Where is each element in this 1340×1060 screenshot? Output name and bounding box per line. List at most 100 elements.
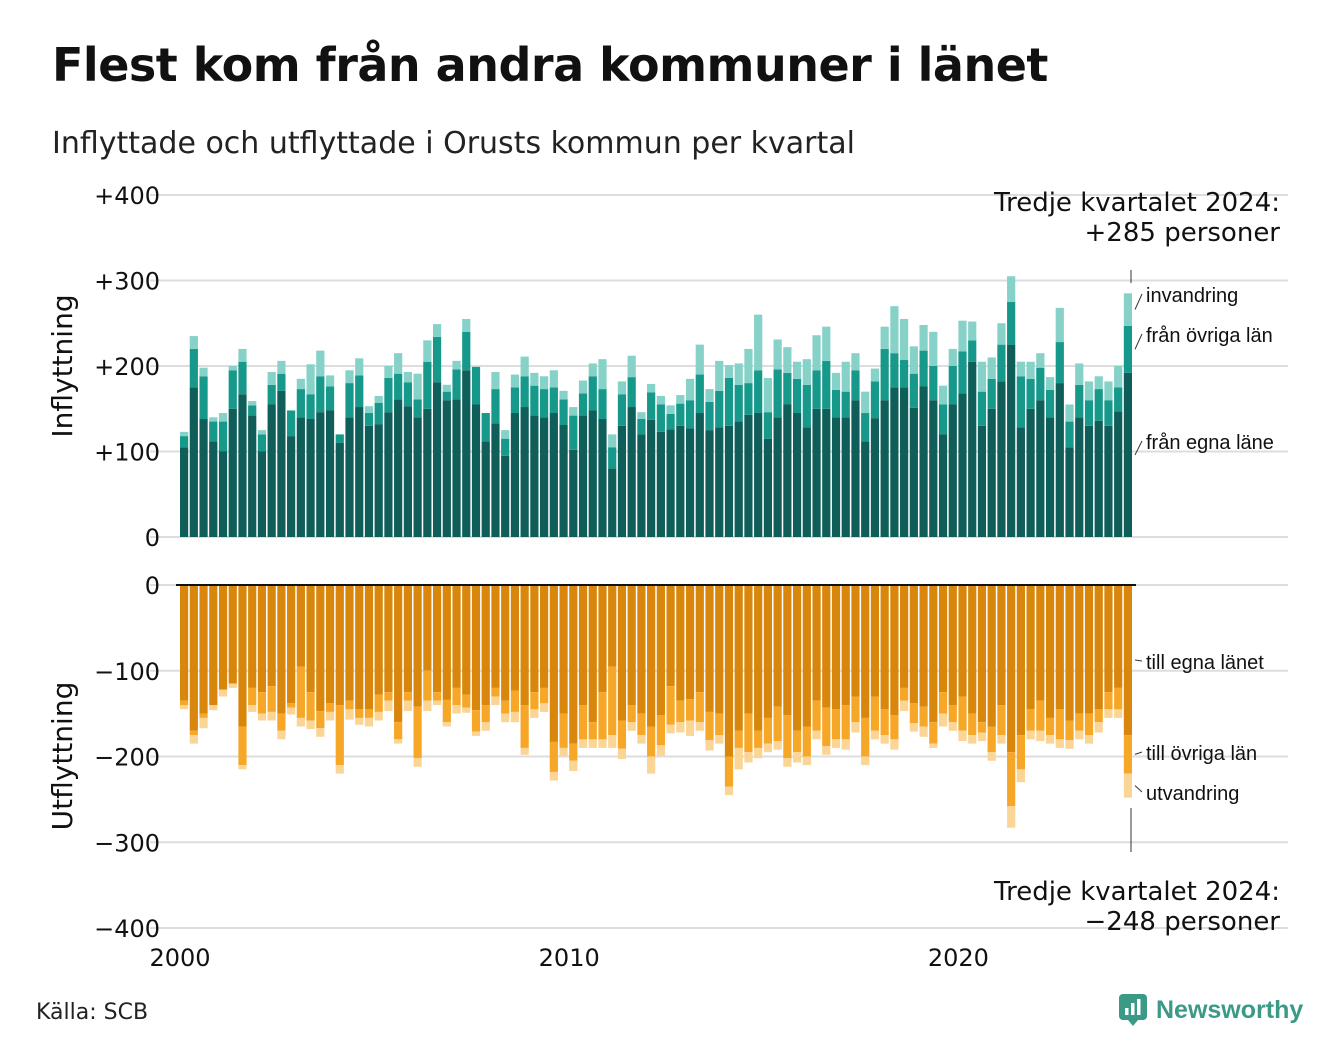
series-label: från övriga län	[1146, 325, 1273, 347]
bar-segment	[588, 722, 597, 740]
bar-segment	[890, 585, 899, 716]
bar-segment	[744, 585, 753, 714]
bar-segment	[870, 368, 880, 382]
bar-segment	[471, 366, 481, 405]
bar-segment	[1065, 585, 1074, 721]
bar-segment	[997, 585, 1006, 706]
bar-segment	[861, 717, 870, 757]
bar-segment	[647, 392, 656, 420]
bar-segment	[627, 407, 636, 537]
bar-segment	[1094, 376, 1103, 390]
bar-segment	[462, 331, 471, 371]
bar-segment	[267, 585, 276, 687]
bar-segment	[199, 713, 208, 718]
bar-segment	[598, 389, 607, 420]
bar-segment	[491, 585, 500, 688]
bar-segment	[1104, 381, 1113, 401]
bar-segment	[432, 336, 442, 383]
bar-segment	[676, 585, 685, 701]
annotation-inflow-line1: Tredje kvartalet 2024:	[994, 188, 1280, 218]
bar-segment	[1114, 709, 1123, 718]
bar-segment	[491, 371, 500, 390]
bar-segment	[335, 585, 344, 706]
bar-segment	[520, 705, 529, 748]
bar-segment	[248, 401, 257, 406]
bar-segment	[578, 585, 588, 706]
y-tick-label: +200	[94, 353, 160, 381]
bar-segment	[257, 692, 267, 714]
bar-segment	[948, 705, 957, 723]
bar-segment	[724, 756, 734, 787]
bar-segment	[452, 369, 461, 400]
bar-segment	[510, 387, 520, 414]
bar-segment	[637, 713, 646, 736]
bar-segment	[773, 417, 782, 537]
bar-segment	[1045, 389, 1055, 418]
bar-segment	[715, 735, 724, 744]
bar-segment	[1094, 585, 1103, 710]
bar-segment	[218, 585, 228, 690]
bar-segment	[549, 413, 558, 537]
bar-segment	[432, 324, 442, 337]
bar-segment	[189, 336, 198, 349]
bar-segment	[617, 381, 627, 395]
bar-segment	[685, 400, 695, 429]
bar-segment	[1075, 417, 1084, 537]
bar-segment	[345, 709, 354, 720]
bar-segment	[306, 364, 315, 395]
bar-segment	[987, 357, 996, 379]
bar-segment	[1026, 408, 1035, 537]
bar-segment	[1114, 387, 1123, 412]
bar-segment	[948, 348, 957, 366]
bar-segment	[520, 356, 529, 377]
bar-segment	[530, 692, 539, 710]
bar-segment	[1084, 585, 1094, 714]
bar-segment	[656, 715, 665, 746]
bar-segment	[578, 393, 588, 416]
bar-segment	[773, 585, 782, 707]
bar-segment	[471, 585, 481, 711]
bar-segment	[987, 408, 996, 537]
bar-segment	[306, 720, 315, 730]
bar-segment	[802, 427, 811, 537]
bar-segment	[861, 391, 870, 414]
bar-segment	[588, 585, 597, 723]
series-label-leader	[1134, 659, 1143, 662]
bar-segment	[870, 585, 880, 697]
brand-logo[interactable]: Newsworthy	[1118, 993, 1303, 1027]
bar-segment	[695, 692, 704, 723]
bar-segment	[666, 429, 675, 537]
bar-segment	[325, 386, 335, 411]
bar-segment	[1055, 383, 1064, 537]
bar-segment	[452, 687, 461, 706]
bar-segment	[919, 585, 928, 707]
bar-segment	[987, 585, 996, 727]
bar-segment	[977, 425, 987, 537]
bar-segment	[851, 400, 860, 537]
bar-segment	[1114, 366, 1123, 388]
bar-segment	[520, 376, 529, 408]
bar-segment	[481, 722, 490, 731]
bar-segment	[1084, 713, 1094, 736]
bar-segment	[1007, 301, 1016, 345]
bar-segment	[569, 585, 578, 744]
bar-segment	[228, 408, 237, 537]
bar-segment	[384, 585, 393, 693]
bar-segment	[335, 434, 344, 443]
bar-segment	[909, 703, 918, 724]
bar-segment	[462, 707, 471, 713]
bar-segment	[754, 413, 763, 537]
bar-segment	[1055, 585, 1064, 710]
bar-segment	[287, 585, 296, 704]
bar-segment	[754, 585, 763, 731]
bar-segment	[997, 323, 1006, 345]
bar-segment	[394, 585, 403, 723]
bar-segment	[325, 585, 335, 704]
bar-segment	[1104, 585, 1113, 693]
bar-segment	[1123, 735, 1133, 774]
bar-segment	[316, 585, 325, 712]
bar-segment	[617, 748, 627, 760]
bar-segment	[968, 321, 977, 341]
bar-segment	[656, 395, 665, 405]
bar-segment	[1075, 384, 1084, 418]
